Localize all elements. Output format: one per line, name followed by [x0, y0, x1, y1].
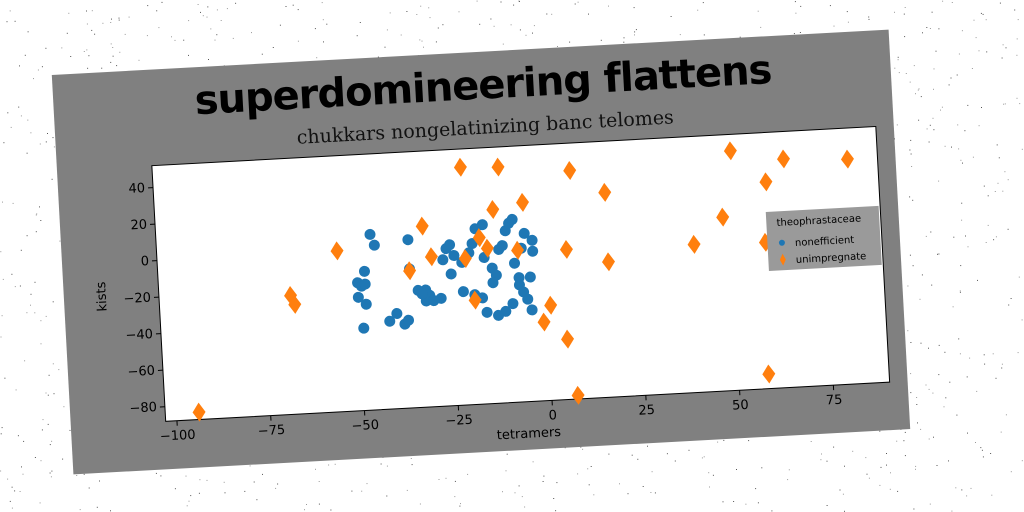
chart-canvas: superdomineering flattens chukkars nonge…	[94, 47, 891, 445]
point-nonefficient	[457, 286, 469, 298]
x-tick-label: 75	[826, 393, 843, 409]
point-unimpregnate	[486, 199, 500, 219]
point-unimpregnate	[458, 249, 472, 269]
legend-title: theophrastaceae	[776, 213, 861, 229]
point-unimpregnate	[777, 149, 790, 169]
y-axis-ticks: −80 −60 −40 −20 0 20 40	[123, 181, 165, 417]
point-nonefficient	[481, 306, 493, 318]
point-nonefficient	[358, 265, 370, 277]
scatter-points	[192, 141, 854, 422]
point-unimpregnate	[511, 240, 525, 260]
point-nonefficient	[352, 291, 364, 303]
x-axis-ticks: −100 −75 −50 −25 0 25 50 75	[160, 385, 843, 445]
point-nonefficient	[358, 322, 370, 334]
point-unimpregnate	[453, 157, 467, 177]
point-nonefficient	[526, 234, 538, 246]
point-unimpregnate	[472, 228, 486, 248]
point-nonefficient	[509, 257, 521, 269]
point-unimpregnate	[424, 247, 438, 267]
point-nonefficient	[527, 245, 539, 257]
point-unimpregnate	[762, 364, 776, 384]
point-unimpregnate	[288, 294, 302, 314]
x-tick-label: 50	[732, 398, 749, 414]
point-unimpregnate	[330, 241, 344, 261]
point-nonefficient	[384, 315, 396, 327]
y-tick-label: −60	[127, 364, 155, 380]
point-unimpregnate	[516, 192, 530, 212]
point-nonefficient	[428, 295, 440, 307]
point-nonefficient	[466, 238, 478, 250]
y-tick-label: −80	[129, 400, 157, 416]
point-nonefficient	[522, 293, 534, 305]
point-nonefficient	[524, 271, 536, 283]
legend-box	[765, 205, 882, 271]
point-unimpregnate	[687, 234, 701, 254]
legend-label-nonefficient: nonefficient	[795, 235, 855, 249]
chart-figure: superdomineering flattens chukkars nonge…	[51, 29, 911, 475]
point-unimpregnate	[602, 252, 615, 272]
point-unimpregnate	[544, 295, 558, 315]
point-unimpregnate	[537, 312, 551, 332]
point-unimpregnate	[561, 329, 575, 349]
point-nonefficient	[493, 309, 505, 321]
point-unimpregnate	[598, 182, 612, 202]
point-nonefficient	[507, 298, 519, 310]
point-unimpregnate	[840, 149, 854, 169]
point-unimpregnate	[192, 402, 206, 422]
point-nonefficient	[359, 278, 371, 290]
point-nonefficient	[364, 228, 376, 240]
point-nonefficient	[444, 239, 456, 251]
point-nonefficient	[360, 298, 372, 310]
point-nonefficient	[445, 268, 457, 280]
y-tick-label: 0	[140, 254, 149, 269]
point-nonefficient	[448, 250, 460, 262]
point-nonefficient	[476, 219, 488, 231]
point-unimpregnate	[571, 385, 585, 405]
point-nonefficient	[416, 288, 428, 300]
x-tick-label: 0	[548, 408, 557, 423]
legend-marker-unimpregnate	[779, 253, 786, 266]
x-axis-label: tetramers	[496, 425, 561, 443]
point-unimpregnate	[491, 157, 505, 177]
legend: theophrastaceae nonefficient unimpregnat…	[765, 205, 882, 271]
legend-label-unimpregnate: unimpregnate	[796, 251, 867, 266]
point-nonefficient	[403, 314, 415, 326]
x-tick-label: −50	[351, 418, 379, 434]
point-unimpregnate	[723, 141, 737, 161]
point-unimpregnate	[716, 207, 730, 227]
point-unimpregnate	[559, 239, 573, 259]
y-tick-label: 20	[130, 218, 147, 234]
point-nonefficient	[487, 277, 499, 289]
point-unimpregnate	[759, 172, 773, 192]
x-tick-label: −100	[160, 428, 196, 445]
x-tick-label: 25	[638, 403, 655, 419]
point-nonefficient	[391, 308, 403, 320]
point-nonefficient	[518, 227, 530, 239]
legend-marker-nonefficient	[778, 239, 785, 246]
y-tick-label: −20	[123, 291, 151, 307]
x-tick-label: −75	[257, 423, 285, 439]
point-nonefficient	[437, 254, 449, 266]
point-unimpregnate	[415, 216, 429, 236]
point-unimpregnate	[403, 261, 417, 281]
x-tick-label: −25	[445, 413, 473, 429]
point-nonefficient	[506, 213, 518, 225]
y-tick-label: −40	[125, 327, 153, 343]
point-nonefficient	[496, 240, 508, 252]
point-nonefficient	[402, 234, 414, 246]
y-tick-label: 40	[128, 181, 145, 197]
point-nonefficient	[526, 304, 538, 316]
point-unimpregnate	[468, 290, 482, 310]
y-axis-label: kists	[94, 281, 111, 312]
point-unimpregnate	[563, 161, 577, 180]
point-unimpregnate	[480, 238, 494, 258]
point-nonefficient	[368, 239, 380, 251]
